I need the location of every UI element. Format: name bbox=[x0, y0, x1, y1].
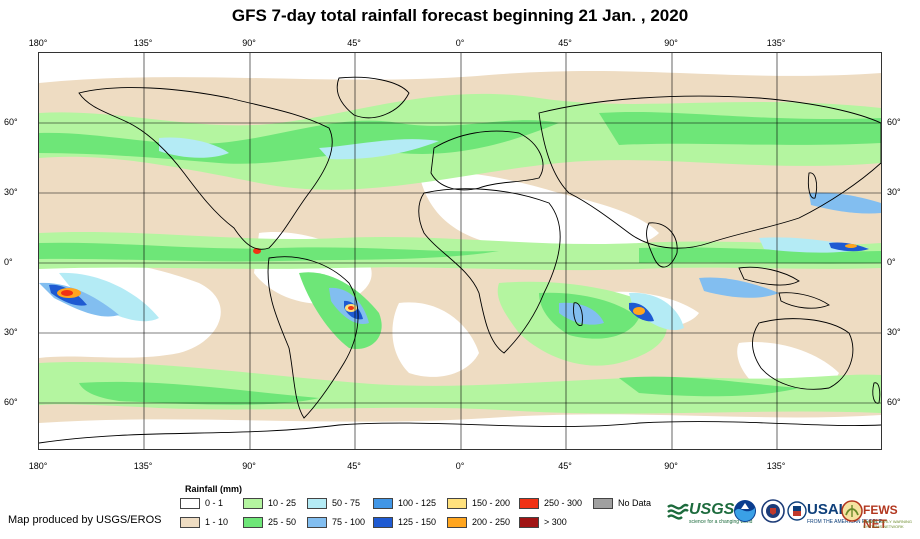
legend-label: 100 - 125 bbox=[398, 498, 437, 508]
legend-swatch bbox=[519, 497, 539, 509]
lon-tick-top: 45° bbox=[347, 38, 361, 48]
rainfall-map bbox=[38, 52, 882, 450]
legend-label: 150 - 200 bbox=[472, 498, 511, 508]
dhs-seal-icon bbox=[761, 499, 785, 523]
legend-label: > 300 bbox=[544, 517, 567, 527]
legend-swatch bbox=[243, 497, 263, 509]
fews-net-logo: FEWS NET bbox=[863, 503, 898, 531]
lat-tick-right: 60° bbox=[887, 117, 901, 127]
coastlines bbox=[39, 76, 881, 444]
legend-swatch bbox=[519, 516, 539, 528]
map-title: GFS 7-day total rainfall forecast beginn… bbox=[231, 6, 689, 25]
legend-item: 10 - 25 bbox=[243, 497, 296, 509]
map-credit: Map produced by USGS/EROS bbox=[8, 514, 162, 526]
legend-swatch bbox=[307, 497, 327, 509]
lon-tick-bottom: 135° bbox=[766, 461, 786, 471]
lat-tick-left: 60° bbox=[4, 117, 18, 127]
lon-tick-top: 90° bbox=[664, 38, 678, 48]
legend-item: 250 - 300 bbox=[519, 497, 582, 509]
lat-tick-left: 0° bbox=[4, 257, 13, 267]
legend-swatch bbox=[447, 497, 467, 509]
legend-label: No Data bbox=[618, 498, 652, 508]
lon-tick-bottom: 45° bbox=[558, 461, 572, 471]
legend-item: 25 - 50 bbox=[243, 516, 296, 528]
fews-net-icon bbox=[841, 500, 863, 522]
lon-tick-top: 45° bbox=[558, 38, 572, 48]
legend-swatch bbox=[373, 497, 393, 509]
legend-swatch bbox=[307, 516, 327, 528]
legend-label: 25 - 50 bbox=[268, 517, 297, 527]
lon-tick-bottom: 135° bbox=[133, 461, 153, 471]
lon-tick-bottom: 45° bbox=[347, 461, 361, 471]
lon-tick-bottom: 90° bbox=[242, 461, 256, 471]
lat-tick-right: 30° bbox=[887, 327, 901, 337]
legend-item: 1 - 10 bbox=[180, 516, 228, 528]
usgs-logo: USGS bbox=[689, 501, 735, 518]
lat-tick-left: 30° bbox=[4, 327, 18, 337]
lon-tick-top: 0° bbox=[455, 38, 465, 48]
legend-item: 150 - 200 bbox=[447, 497, 510, 509]
legend-label: 250 - 300 bbox=[544, 498, 583, 508]
partner-logos: USGS science for a changing world USAID … bbox=[665, 495, 920, 535]
lon-tick-top: 135° bbox=[133, 38, 153, 48]
graticule bbox=[39, 53, 881, 449]
legend-swatch bbox=[373, 516, 393, 528]
legend-label: 1 - 10 bbox=[205, 517, 229, 527]
rain-hotspots bbox=[57, 244, 857, 315]
lon-tick-top: 180° bbox=[28, 38, 48, 48]
legend-label: 125 - 150 bbox=[398, 517, 437, 527]
legend-swatch bbox=[180, 516, 200, 528]
legend-swatch bbox=[243, 516, 263, 528]
lat-tick-right: 30° bbox=[887, 187, 901, 197]
legend-item: > 300 bbox=[519, 516, 567, 528]
usgs-tagline: science for a changing world bbox=[689, 519, 753, 525]
lat-tick-left: 60° bbox=[4, 397, 18, 407]
fews-net-tagline: FAMINE EARLY WARNING SYSTEMS NETWORK bbox=[863, 519, 913, 529]
legend-swatch bbox=[180, 497, 200, 509]
legend-label: 0 - 1 bbox=[205, 498, 224, 508]
legend-item: 0 - 1 bbox=[180, 497, 223, 509]
legend-item: No Data bbox=[593, 497, 651, 509]
legend-label: 10 - 25 bbox=[268, 498, 297, 508]
lat-tick-left: 30° bbox=[4, 187, 18, 197]
lon-tick-top: 90° bbox=[242, 38, 256, 48]
legend-item: 125 - 150 bbox=[373, 516, 436, 528]
usgs-wave-icon bbox=[667, 503, 689, 520]
legend-label: 200 - 250 bbox=[472, 517, 511, 527]
rainfall-map-canvas bbox=[39, 53, 881, 449]
lon-tick-bottom: 90° bbox=[664, 461, 678, 471]
lon-tick-top: 135° bbox=[766, 38, 786, 48]
legend-item: 100 - 125 bbox=[373, 497, 436, 509]
legend-item: 50 - 75 bbox=[307, 497, 360, 509]
lon-tick-bottom: 0° bbox=[455, 461, 465, 471]
rainfall-legend: Rainfall (mm) 0 - 1 1 - 10 10 - 25 25 - … bbox=[180, 484, 660, 534]
usaid-tagline: FROM THE AMERICAN PEOPLE bbox=[807, 519, 882, 525]
lon-tick-bottom: 180° bbox=[28, 461, 48, 471]
lat-tick-right: 60° bbox=[887, 397, 901, 407]
lat-tick-right: 0° bbox=[887, 257, 896, 267]
usaid-seal-icon bbox=[787, 501, 807, 521]
legend-label: 75 - 100 bbox=[332, 517, 366, 527]
legend-swatch bbox=[593, 497, 613, 509]
legend-title: Rainfall (mm) bbox=[185, 484, 243, 494]
legend-item: 200 - 250 bbox=[447, 516, 510, 528]
noaa-logo-icon bbox=[734, 500, 756, 522]
legend-label: 50 - 75 bbox=[332, 498, 361, 508]
legend-item: 75 - 100 bbox=[307, 516, 365, 528]
legend-swatch bbox=[447, 516, 467, 528]
